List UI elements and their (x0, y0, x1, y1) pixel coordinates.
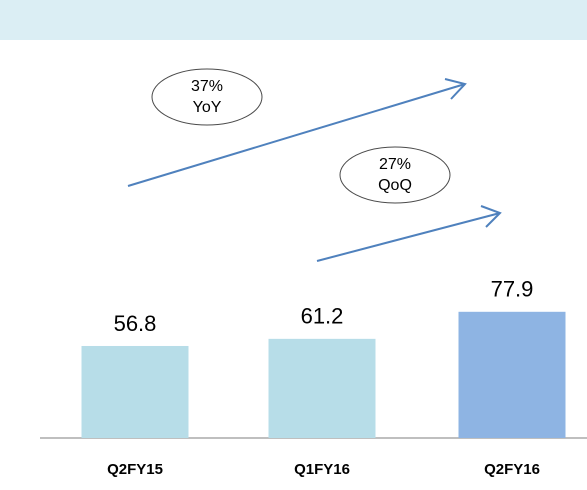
annotation-text: YoY (193, 99, 222, 116)
annotation-text: 27% (379, 156, 411, 173)
bar (268, 338, 376, 438)
x-tick-label: Q2FY16 (484, 461, 540, 478)
arrow (127, 83, 466, 187)
value-label: 56.8 (114, 311, 157, 336)
arrow (316, 212, 501, 262)
annotation-bubble (151, 68, 263, 126)
arrows (127, 78, 502, 262)
annotation-bubble (339, 146, 451, 204)
x-tick-label: Q2FY15 (107, 461, 163, 478)
annotation-text: QoQ (378, 177, 412, 194)
annotation-text: 37% (191, 78, 223, 95)
header-band (0, 0, 587, 40)
bar (458, 311, 566, 438)
value-label: 61.2 (301, 304, 344, 329)
x-tick-label: Q1FY16 (294, 461, 350, 478)
arrow-head (480, 205, 502, 228)
arrow-head (444, 78, 467, 100)
value-label: 77.9 (491, 277, 534, 302)
bar (81, 345, 189, 438)
